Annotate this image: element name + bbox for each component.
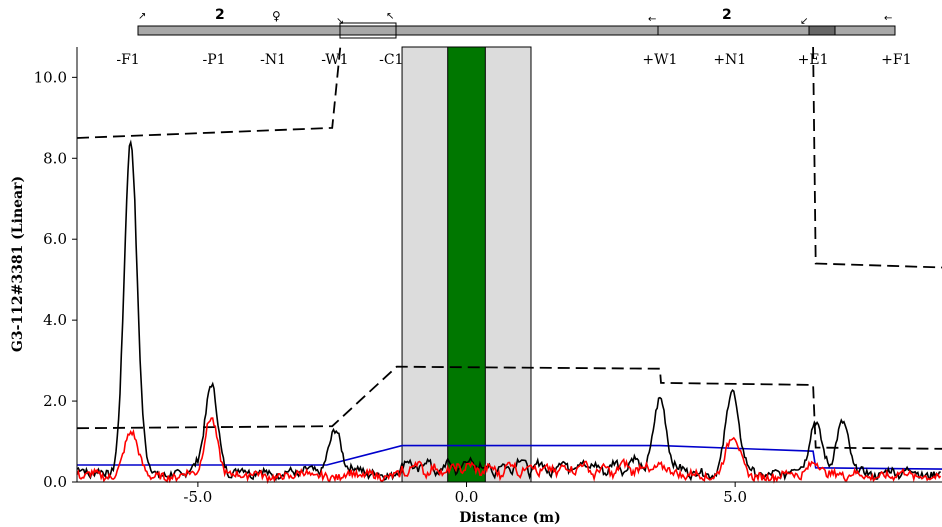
x-tick-label: -5.0 xyxy=(183,488,212,506)
svg-text:←: ← xyxy=(648,14,656,25)
top-schematic: ↗ 2 ♀ ↘ ↖ ← 2 ↙ ← xyxy=(137,7,896,39)
y-tick-label: 10.0 xyxy=(34,68,67,86)
x-axis-label: Distance (m) xyxy=(459,510,560,526)
position-marker-label: +E1 xyxy=(798,52,829,68)
x-tick-label: 5.0 xyxy=(723,488,747,506)
dashed-series-line xyxy=(76,46,342,139)
position-marker-label: +F1 xyxy=(881,52,911,68)
y-tick-label: 4.0 xyxy=(43,311,67,329)
schematic-arrow-icon: ↗ 2 ♀ ↘ ↖ ← 2 ↙ ← xyxy=(138,7,892,27)
dashed-series-line xyxy=(812,46,942,269)
position-marker-label: -C1 xyxy=(379,52,403,68)
svg-text:♀: ♀ xyxy=(272,9,281,23)
schematic-open-box xyxy=(339,22,397,39)
position-marker-label: -N1 xyxy=(260,52,286,68)
position-marker-label: -F1 xyxy=(116,52,139,68)
schematic-dark-segment xyxy=(808,25,836,36)
x-tick-label: 0.0 xyxy=(455,488,479,506)
blue-series-line xyxy=(77,444,942,470)
svg-text:←: ← xyxy=(884,13,892,24)
svg-text:↗: ↗ xyxy=(138,11,146,22)
svg-text:↙: ↙ xyxy=(800,16,808,27)
position-marker-label: -W1 xyxy=(321,52,348,68)
svg-text:↖: ↖ xyxy=(386,11,394,22)
position-marker-label: +W1 xyxy=(642,52,677,68)
position-marker-label: -P1 xyxy=(202,52,225,68)
plot-area: -F1 -P1 -N1 -W1 -C1 +W1 +N1 +E1 +F1 xyxy=(76,46,942,485)
y-axis-label: G3-112#3381 (Linear) xyxy=(10,176,26,352)
y-tick-label: 8.0 xyxy=(43,149,67,167)
red-series-line xyxy=(76,417,942,485)
svg-text:↘: ↘ xyxy=(336,16,344,27)
svg-text:2: 2 xyxy=(215,7,225,23)
center-band xyxy=(447,46,486,483)
y-tick-label: 0.0 xyxy=(43,473,67,491)
dashed-series-line xyxy=(76,365,942,450)
y-tick-label: 6.0 xyxy=(43,230,67,248)
black-series-line xyxy=(76,139,941,482)
schematic-bar xyxy=(137,25,896,36)
position-marker-label: +N1 xyxy=(713,52,746,68)
y-tick-label: 2.0 xyxy=(43,392,67,410)
svg-text:2: 2 xyxy=(722,7,732,23)
